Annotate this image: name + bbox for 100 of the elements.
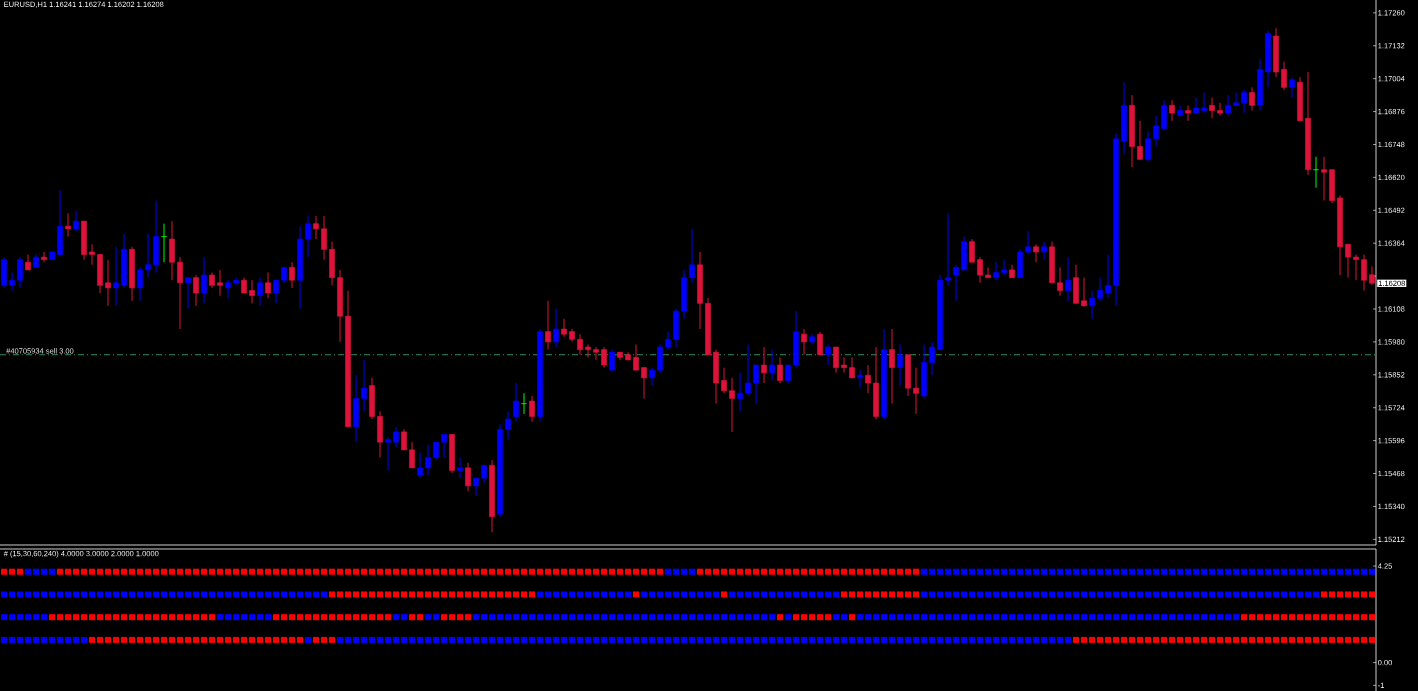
candlestick bbox=[577, 333, 583, 356]
candlestick bbox=[913, 367, 919, 415]
candlestick bbox=[633, 343, 639, 371]
candlestick bbox=[73, 210, 79, 232]
candlestick bbox=[641, 367, 647, 399]
candlestick bbox=[177, 256, 183, 330]
candlestick bbox=[321, 215, 327, 261]
candlestick bbox=[1241, 89, 1247, 114]
candlestick bbox=[305, 215, 311, 258]
candlestick bbox=[1057, 266, 1063, 297]
candlestick bbox=[1025, 230, 1031, 255]
candlestick bbox=[553, 307, 559, 348]
candlestick bbox=[17, 256, 23, 289]
candlestick bbox=[857, 369, 863, 389]
candlestick bbox=[1033, 243, 1039, 263]
candlestick bbox=[1369, 265, 1375, 286]
candlestick bbox=[777, 356, 783, 384]
candlestick bbox=[1041, 241, 1047, 261]
candlestick bbox=[817, 331, 823, 356]
candlestick bbox=[889, 328, 895, 405]
candlestick bbox=[1313, 156, 1319, 189]
candlestick bbox=[169, 220, 175, 281]
candlestick bbox=[9, 272, 15, 291]
candlestick bbox=[841, 356, 847, 374]
candlestick bbox=[1193, 97, 1199, 114]
candlestick bbox=[737, 372, 743, 412]
candlestick bbox=[689, 228, 695, 284]
candlestick bbox=[1289, 76, 1295, 99]
candlestick bbox=[1321, 156, 1327, 202]
candlestick bbox=[393, 426, 399, 448]
candlestick bbox=[929, 341, 935, 376]
candlestick bbox=[1217, 102, 1223, 117]
candlestick bbox=[649, 367, 655, 387]
candlestick bbox=[1249, 86, 1255, 112]
candlestick bbox=[1345, 243, 1351, 279]
candlestick bbox=[401, 428, 407, 451]
candlestick bbox=[953, 264, 959, 302]
candlestick bbox=[945, 212, 951, 286]
candlestick bbox=[273, 279, 279, 304]
candlestick bbox=[1169, 99, 1175, 122]
candlestick bbox=[425, 444, 431, 477]
candlestick bbox=[137, 266, 143, 302]
candlestick bbox=[665, 331, 671, 351]
candlestick bbox=[657, 343, 663, 374]
candlestick bbox=[41, 251, 47, 263]
candlestick bbox=[1065, 256, 1071, 302]
candlestick bbox=[1145, 130, 1151, 163]
candlestick bbox=[1089, 289, 1095, 320]
candlestick bbox=[89, 243, 95, 266]
candlestick bbox=[1201, 92, 1207, 114]
candlestick bbox=[1185, 104, 1191, 122]
candlestick bbox=[897, 343, 903, 387]
candlestick bbox=[257, 277, 263, 307]
candlestick bbox=[417, 451, 423, 479]
candlestick bbox=[1161, 99, 1167, 130]
candlestick bbox=[185, 277, 191, 309]
candlestick bbox=[1081, 277, 1087, 307]
candlestick bbox=[769, 349, 775, 381]
candlestick bbox=[529, 395, 535, 423]
candlestick bbox=[1281, 61, 1287, 91]
candlestick bbox=[609, 349, 615, 371]
candlestick bbox=[249, 279, 255, 304]
candlestick bbox=[513, 382, 519, 423]
candlestick bbox=[1097, 277, 1103, 302]
candlestick bbox=[473, 477, 479, 497]
candlestick bbox=[1105, 254, 1111, 299]
candlestick bbox=[385, 436, 391, 471]
candlestick bbox=[1177, 104, 1183, 117]
candlestick bbox=[833, 346, 839, 374]
candlestick bbox=[1225, 94, 1231, 117]
candlestick bbox=[145, 233, 151, 279]
candlestick bbox=[745, 343, 751, 397]
candlestick bbox=[193, 274, 199, 307]
candlestick bbox=[521, 392, 527, 415]
candlestick bbox=[849, 356, 855, 379]
candlestick bbox=[113, 246, 119, 307]
candlestick bbox=[1209, 97, 1215, 119]
candlestick bbox=[985, 266, 991, 279]
candlestick bbox=[865, 364, 871, 394]
candlestick bbox=[265, 272, 271, 299]
candlestick bbox=[753, 364, 759, 405]
candlestick bbox=[993, 261, 999, 281]
candlestick bbox=[1361, 254, 1367, 291]
candlestick bbox=[465, 462, 471, 492]
candlestick bbox=[1233, 92, 1239, 106]
candlestick bbox=[545, 300, 551, 351]
candlestick bbox=[1353, 254, 1359, 281]
candlestick bbox=[233, 277, 239, 286]
candlestick bbox=[969, 238, 975, 263]
candlestick bbox=[289, 261, 295, 289]
candlestick bbox=[217, 269, 223, 297]
candlestick bbox=[409, 441, 415, 469]
candlestick bbox=[729, 377, 735, 433]
candlestick bbox=[105, 259, 111, 307]
candlestick bbox=[201, 256, 207, 304]
candlestick bbox=[801, 328, 807, 356]
candlestick bbox=[721, 367, 727, 394]
candlestick bbox=[161, 223, 167, 263]
candlestick bbox=[561, 318, 567, 338]
candlestick bbox=[361, 359, 367, 412]
